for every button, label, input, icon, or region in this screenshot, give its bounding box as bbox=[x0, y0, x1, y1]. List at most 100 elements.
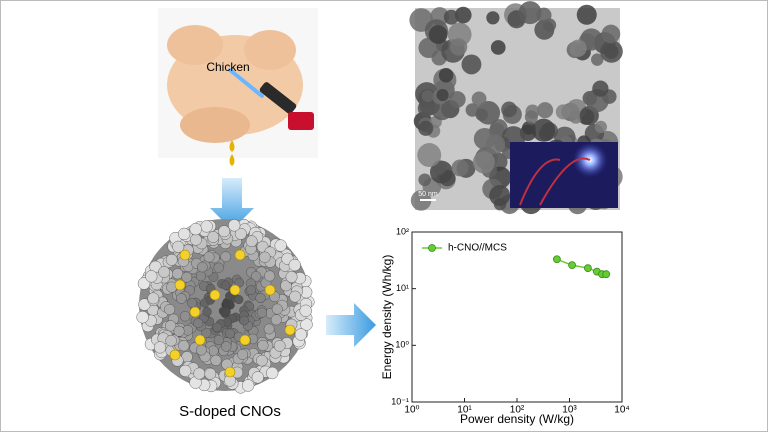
atom bbox=[164, 303, 176, 316]
atom bbox=[195, 270, 207, 282]
particle bbox=[486, 11, 500, 25]
atom bbox=[165, 253, 178, 266]
atom bbox=[179, 364, 192, 377]
y-tick-label: 10¹ bbox=[396, 283, 409, 293]
atom bbox=[179, 311, 191, 322]
particle bbox=[471, 91, 487, 107]
atom bbox=[237, 348, 249, 360]
particle bbox=[421, 89, 434, 102]
particle bbox=[532, 118, 556, 142]
drop bbox=[229, 154, 235, 166]
x-tick-label: 10¹ bbox=[457, 405, 472, 416]
particle bbox=[449, 38, 468, 56]
particle bbox=[576, 4, 597, 25]
atom bbox=[245, 235, 258, 248]
atom bbox=[204, 367, 217, 380]
atom bbox=[250, 271, 262, 282]
chicken-label: Chicken bbox=[206, 60, 249, 74]
atom bbox=[273, 340, 286, 352]
particle bbox=[591, 53, 604, 66]
particle bbox=[568, 110, 583, 124]
x-axis-title: Power density (W/kg) bbox=[460, 412, 574, 426]
atom bbox=[285, 271, 298, 283]
particle bbox=[418, 173, 432, 187]
chicken-wing bbox=[180, 107, 250, 143]
sulfur-atom bbox=[169, 349, 181, 361]
atom bbox=[193, 367, 206, 380]
atom bbox=[165, 334, 177, 347]
chicken-leg bbox=[167, 25, 223, 65]
particle bbox=[443, 9, 459, 25]
wires bbox=[519, 157, 591, 206]
particle bbox=[436, 88, 449, 102]
atom bbox=[300, 318, 313, 331]
particle bbox=[461, 54, 482, 75]
particle bbox=[417, 143, 442, 167]
atom bbox=[255, 292, 266, 304]
atom bbox=[274, 239, 287, 252]
particle bbox=[600, 40, 623, 63]
atom bbox=[246, 285, 256, 296]
data-point bbox=[583, 264, 592, 273]
arrow-down bbox=[210, 178, 254, 230]
atom bbox=[172, 240, 185, 253]
atom bbox=[257, 339, 269, 351]
particle bbox=[485, 134, 506, 154]
particle bbox=[536, 7, 552, 23]
atom bbox=[178, 340, 190, 352]
tem-image bbox=[409, 1, 623, 215]
particle bbox=[489, 185, 511, 206]
atom bbox=[145, 270, 158, 283]
particle bbox=[418, 120, 434, 136]
arrow-right bbox=[326, 303, 376, 347]
particle bbox=[454, 6, 472, 24]
atom bbox=[207, 231, 220, 243]
atom bbox=[234, 295, 244, 305]
particle bbox=[438, 68, 454, 83]
atom bbox=[221, 341, 232, 352]
atom bbox=[201, 327, 212, 338]
sulfur-atom bbox=[189, 306, 201, 318]
atom bbox=[203, 251, 215, 263]
particle bbox=[428, 25, 448, 44]
x-tick-label: 10³ bbox=[562, 405, 577, 416]
atom bbox=[225, 328, 236, 339]
sulfur-atom bbox=[264, 284, 276, 296]
atom bbox=[288, 258, 301, 272]
atom bbox=[218, 225, 231, 238]
chicken-leg bbox=[244, 30, 296, 70]
atom bbox=[213, 262, 224, 273]
sulfur-atom bbox=[174, 279, 186, 291]
atom bbox=[200, 220, 213, 233]
sulfur-atom bbox=[209, 289, 221, 301]
led-inset bbox=[510, 142, 618, 208]
torch bbox=[259, 82, 297, 114]
particle bbox=[448, 91, 466, 108]
atom bbox=[264, 270, 276, 282]
atom bbox=[221, 307, 231, 317]
y-tick-label: 10⁰ bbox=[395, 340, 409, 350]
y-tick-label: 10² bbox=[396, 226, 409, 236]
particle bbox=[594, 120, 608, 134]
particle bbox=[451, 159, 469, 177]
sulfur-atom bbox=[224, 366, 236, 378]
x-tick-label: 10⁴ bbox=[614, 405, 629, 416]
atom bbox=[197, 261, 208, 273]
flame bbox=[228, 68, 264, 98]
atom bbox=[176, 293, 187, 304]
scale-bar-label: 50 nm bbox=[418, 191, 438, 198]
sulfur-atom bbox=[234, 249, 246, 261]
atom bbox=[263, 323, 275, 335]
atom bbox=[259, 251, 271, 263]
atom bbox=[193, 318, 204, 329]
sulfur-atom bbox=[229, 284, 241, 296]
data-point bbox=[568, 261, 576, 270]
torch-base bbox=[288, 112, 314, 130]
atom bbox=[213, 335, 224, 346]
particle bbox=[537, 102, 554, 119]
particle bbox=[475, 108, 488, 121]
